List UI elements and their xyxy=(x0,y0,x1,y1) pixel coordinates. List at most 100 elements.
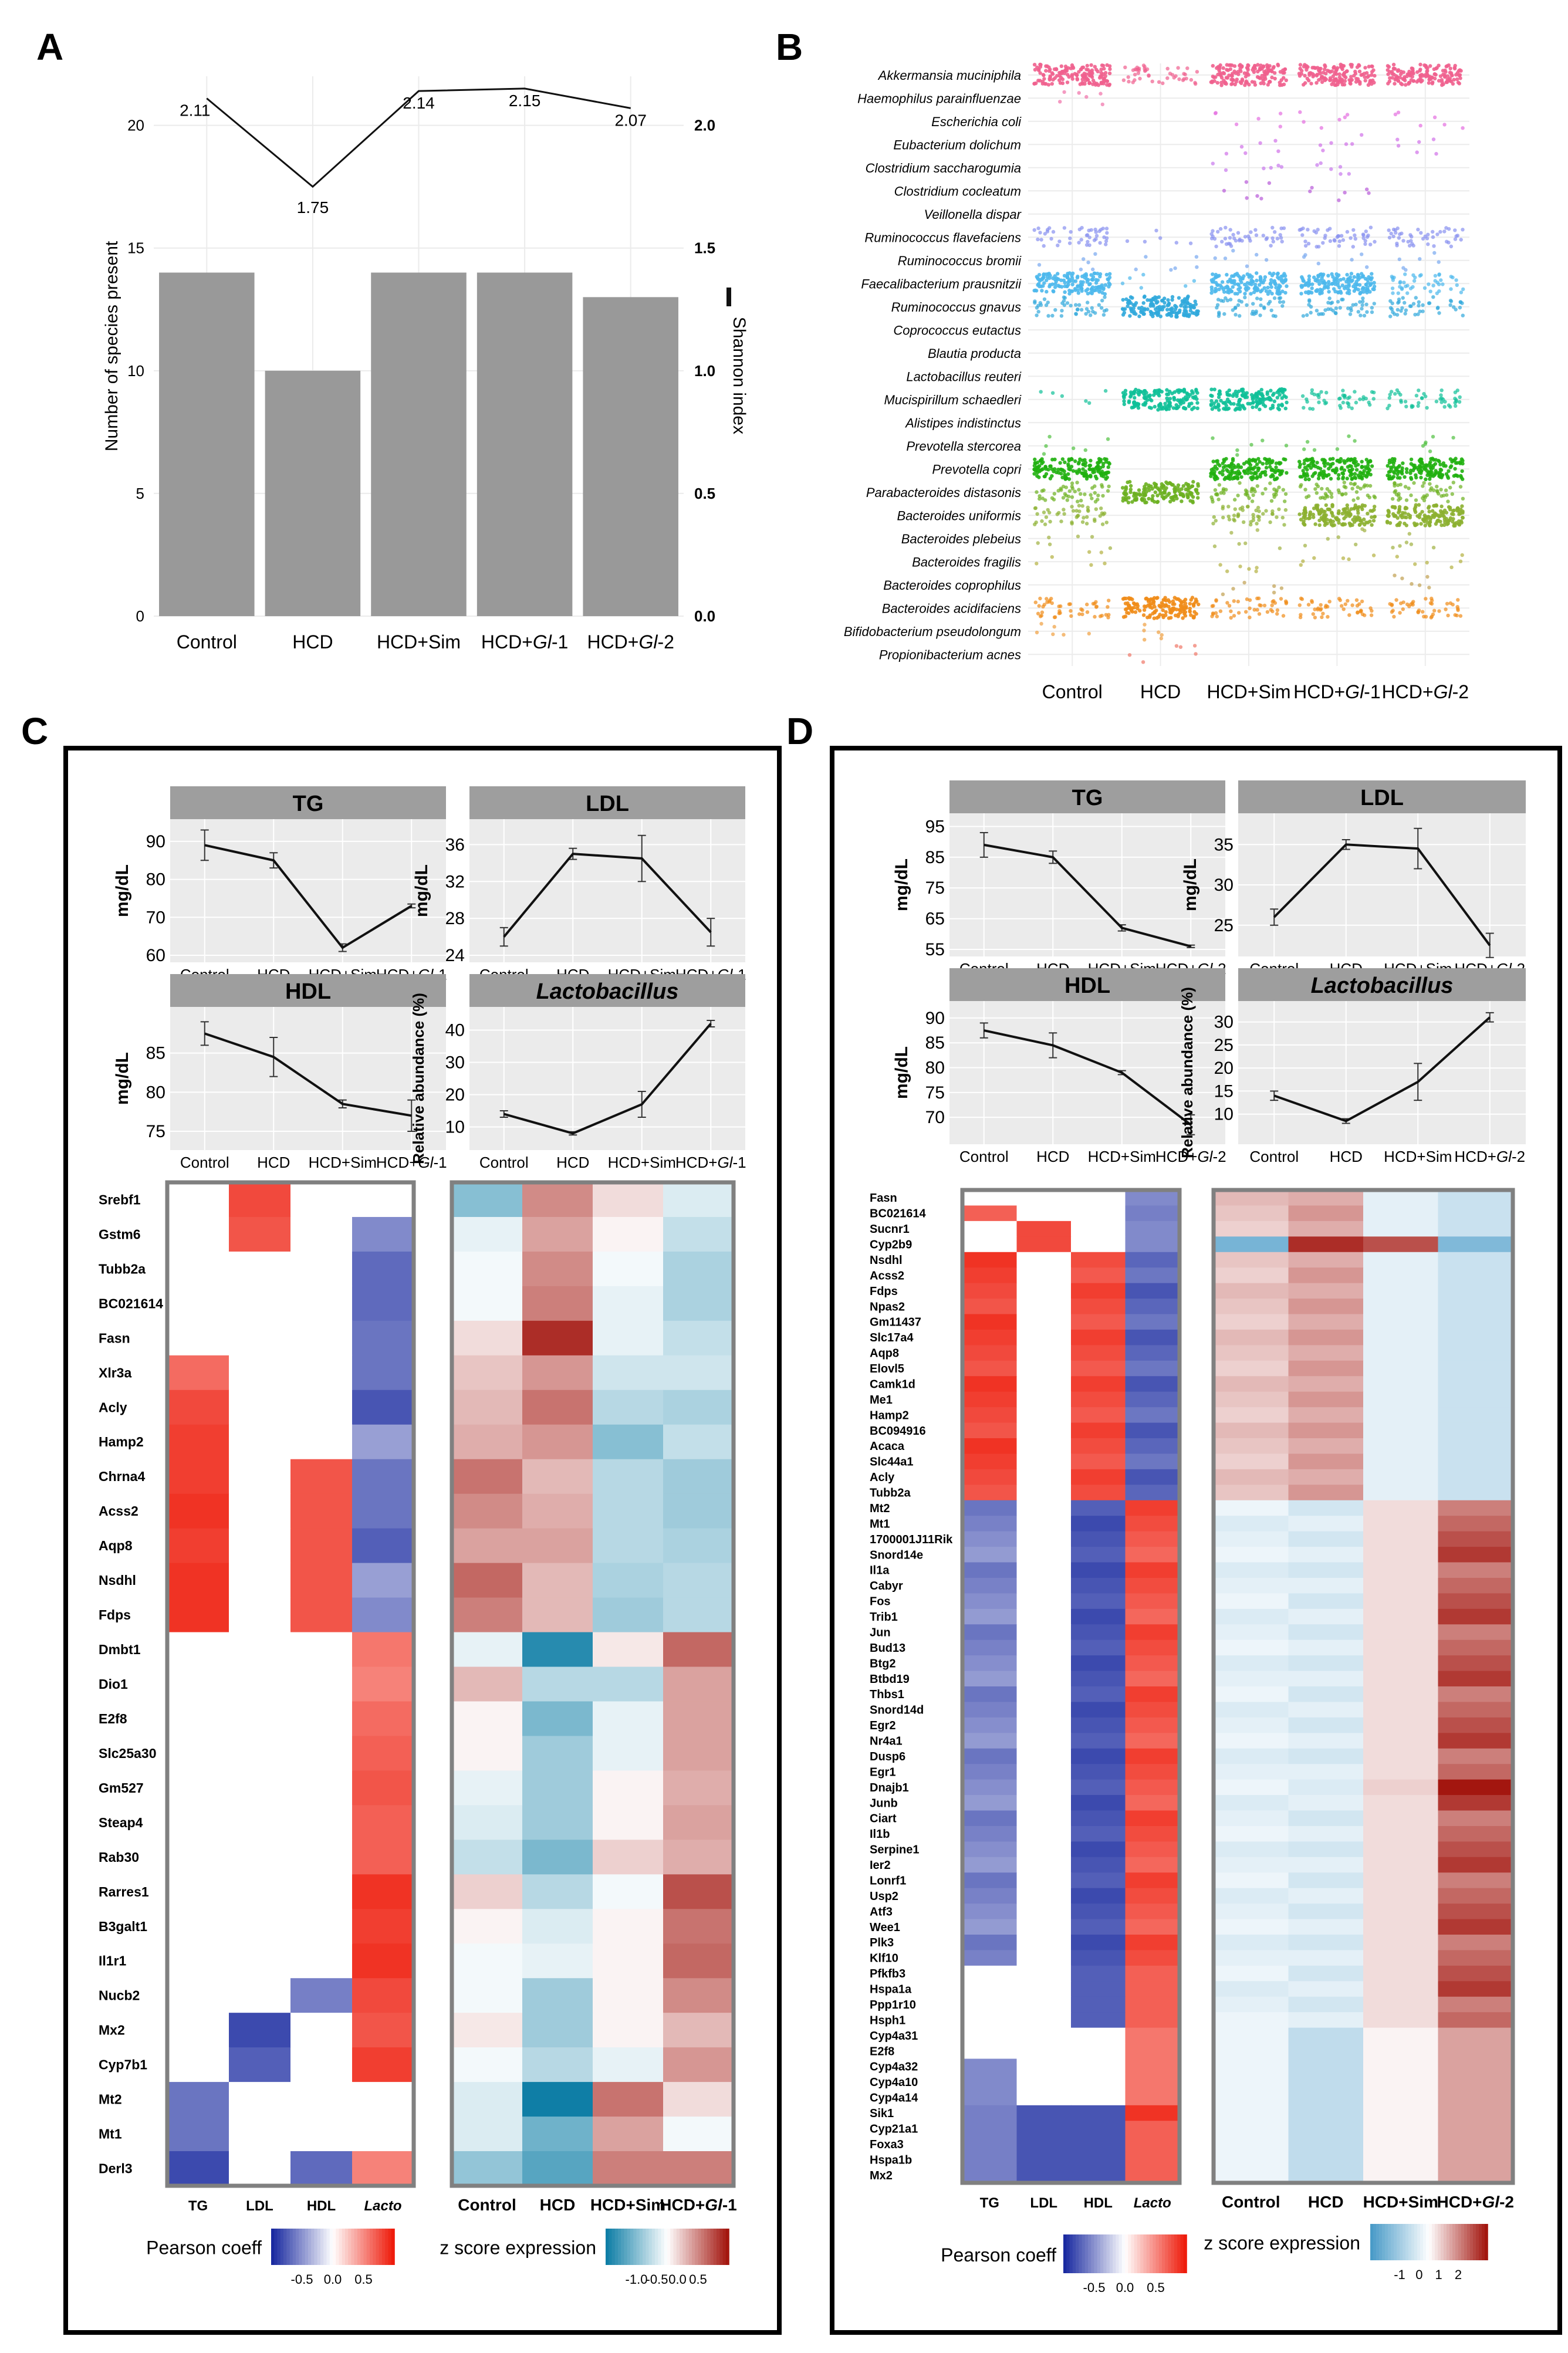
abundance-point xyxy=(1297,459,1302,464)
abundance-point xyxy=(1080,608,1084,613)
abundance-point xyxy=(1258,407,1262,411)
species-label: Bacteroides fragilis xyxy=(912,555,1021,569)
abundance-point xyxy=(1085,515,1089,519)
abundance-point xyxy=(1053,76,1057,80)
abundance-point xyxy=(1275,272,1280,276)
abundance-point xyxy=(1454,404,1458,408)
abundance-point xyxy=(1330,495,1334,499)
abundance-point xyxy=(1217,483,1222,487)
pearson-heatmap-cell xyxy=(167,1666,229,1702)
abundance-point xyxy=(1309,310,1313,315)
abundance-point xyxy=(1049,597,1053,601)
abundance-point xyxy=(1066,464,1071,468)
pearson-heatmap-cell xyxy=(1016,1577,1072,1594)
x-tick-label: HCD xyxy=(1140,681,1181,702)
abundance-point xyxy=(1428,449,1432,454)
abundance-point xyxy=(1348,312,1353,316)
zscore-column-label: HCD+Gl-1 xyxy=(660,2196,736,2214)
abundance-point xyxy=(1041,276,1046,280)
abundance-point xyxy=(1272,399,1276,404)
pearson-heatmap-cell xyxy=(167,1320,229,1356)
abundance-point xyxy=(1059,75,1063,80)
abundance-point xyxy=(1069,614,1073,618)
abundance-point xyxy=(1209,236,1214,241)
pearson-legend-swatch xyxy=(370,2229,374,2265)
abundance-point xyxy=(1361,232,1366,236)
abundance-point xyxy=(1070,457,1074,461)
pearson-heatmap-cell xyxy=(1016,1438,1072,1455)
abundance-point xyxy=(1083,458,1087,462)
abundance-point xyxy=(1422,498,1427,502)
pearson-heatmap-cell xyxy=(962,1702,1018,1718)
abundance-point xyxy=(1223,80,1228,84)
pearson-heatmap-cell xyxy=(1071,1407,1126,1424)
zscore-heatmap-cell xyxy=(452,2151,523,2186)
abundance-point xyxy=(1269,499,1274,503)
abundance-point xyxy=(1331,514,1335,518)
abundance-point xyxy=(1310,185,1314,190)
abundance-point xyxy=(1039,390,1043,394)
abundance-point xyxy=(1283,388,1287,392)
abundance-point xyxy=(1099,70,1103,75)
abundance-point xyxy=(1056,489,1060,493)
abundance-point xyxy=(1332,523,1336,528)
abundance-point xyxy=(1249,475,1253,480)
abundance-point xyxy=(1439,504,1444,509)
pearson-heatmap-cell xyxy=(962,1795,1018,1811)
abundance-point xyxy=(1210,279,1214,284)
abundance-point xyxy=(1321,241,1325,245)
abundance-point xyxy=(1401,77,1405,81)
abundance-point xyxy=(1128,276,1132,280)
abundance-point xyxy=(1437,311,1441,315)
pearson-heatmap-cell xyxy=(1071,2152,1126,2168)
species-label: Lactobacillus reuteri xyxy=(906,369,1022,384)
abundance-point xyxy=(1045,597,1049,601)
abundance-point xyxy=(1331,462,1335,466)
abundance-point xyxy=(1352,289,1356,293)
abundance-point xyxy=(1214,75,1218,79)
abundance-point xyxy=(1219,80,1224,84)
zscore-heatmap-cell xyxy=(522,1736,593,1771)
abundance-point xyxy=(1041,73,1046,77)
abundance-point xyxy=(1266,285,1270,290)
abundance-point xyxy=(1449,79,1454,83)
abundance-point xyxy=(1390,610,1394,614)
abundance-point xyxy=(1170,482,1174,487)
pearson-heatmap-cell xyxy=(1125,1283,1180,1299)
x-tick-label-part: -2 xyxy=(1452,681,1469,702)
abundance-point xyxy=(1256,69,1260,74)
zscore-heatmap-cell xyxy=(663,1563,734,1598)
abundance-point xyxy=(1459,238,1463,242)
gene-label: Derl3 xyxy=(99,2161,133,2176)
abundance-point xyxy=(1040,489,1045,493)
y-tick-label: 80 xyxy=(146,1083,165,1102)
abundance-point xyxy=(1155,596,1160,600)
abundance-point xyxy=(1161,81,1165,86)
pearson-heatmap-cell xyxy=(1016,1422,1072,1439)
y-tick-label: 0 xyxy=(136,607,144,625)
abundance-point xyxy=(1445,522,1449,526)
zscore-heatmap-cell xyxy=(452,1666,523,1702)
abundance-point xyxy=(1359,486,1363,491)
panel-label-d: D xyxy=(786,710,813,752)
pearson-heatmap-cell xyxy=(1016,1531,1072,1547)
abundance-point xyxy=(1234,465,1238,469)
abundance-point xyxy=(1349,507,1354,511)
x-tick-label-part: -1 xyxy=(1364,681,1380,702)
abundance-point xyxy=(1419,461,1424,465)
pearson-heatmap-cell xyxy=(1071,1453,1126,1470)
abundance-point xyxy=(1077,509,1082,513)
zscore-heatmap-cell xyxy=(593,2082,664,2117)
x-tick-label: Control xyxy=(180,1154,229,1171)
abundance-point xyxy=(1176,483,1181,488)
abundance-point xyxy=(1373,515,1377,519)
abundance-point xyxy=(1308,189,1312,194)
abundance-point xyxy=(1430,457,1435,461)
abundance-point xyxy=(1160,633,1164,637)
zscore-heatmap-cell xyxy=(452,1840,523,1875)
abundance-point xyxy=(1351,461,1356,465)
abundance-point xyxy=(1445,493,1449,497)
abundance-point xyxy=(1431,229,1435,234)
abundance-point xyxy=(1251,400,1255,405)
abundance-point xyxy=(1352,275,1356,279)
